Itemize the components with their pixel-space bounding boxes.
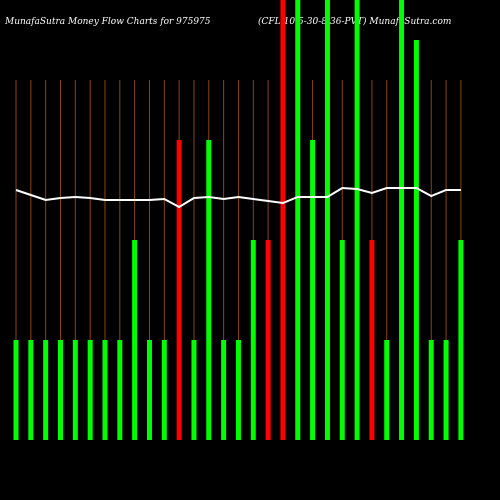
bar bbox=[102, 340, 108, 440]
bar bbox=[28, 340, 34, 440]
bar bbox=[206, 140, 212, 440]
bar bbox=[399, 0, 405, 440]
bar bbox=[443, 340, 449, 440]
bar bbox=[117, 340, 123, 440]
bar bbox=[221, 340, 227, 440]
bar bbox=[354, 0, 360, 440]
bar bbox=[339, 240, 345, 440]
bar bbox=[250, 240, 256, 440]
bar bbox=[324, 0, 330, 440]
bar bbox=[428, 340, 434, 440]
bar bbox=[310, 140, 316, 440]
bar bbox=[146, 340, 152, 440]
bar bbox=[458, 240, 464, 440]
bar bbox=[235, 340, 241, 440]
bar bbox=[87, 340, 93, 440]
bar bbox=[57, 340, 63, 440]
money-flow-line bbox=[15, 186, 461, 209]
bar bbox=[161, 340, 167, 440]
bar bbox=[295, 0, 301, 440]
chart-title: MunafaSutra Money Flow Charts for 975975 bbox=[4, 17, 211, 27]
bar bbox=[176, 140, 182, 440]
bar bbox=[13, 340, 19, 440]
bar bbox=[132, 240, 138, 440]
bar bbox=[369, 240, 375, 440]
bar bbox=[384, 340, 390, 440]
bar bbox=[280, 0, 286, 440]
bar bbox=[43, 340, 49, 440]
bar bbox=[265, 240, 271, 440]
bar bbox=[413, 40, 419, 440]
bar bbox=[72, 340, 78, 440]
bar bbox=[191, 340, 197, 440]
